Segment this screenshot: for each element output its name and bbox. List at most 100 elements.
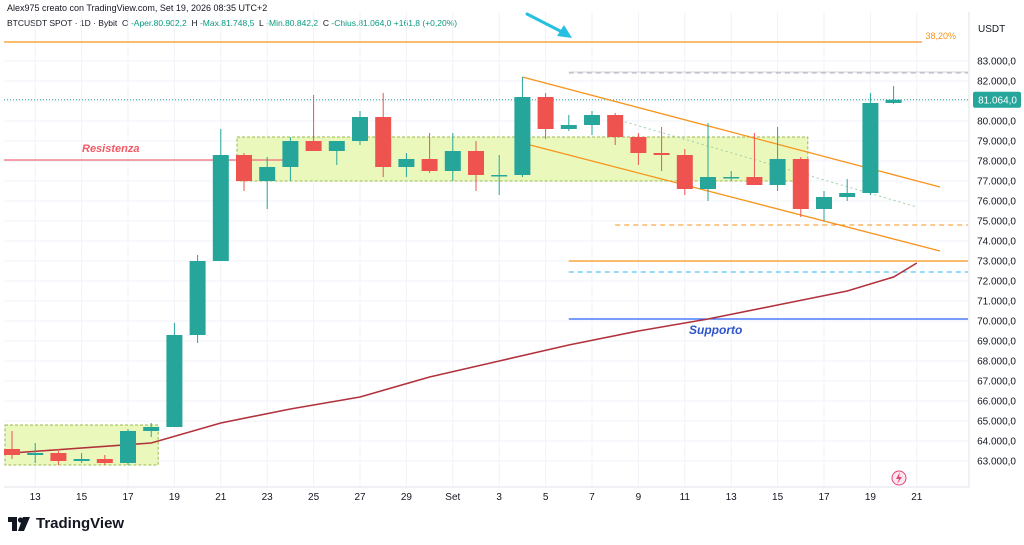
- candle: [839, 179, 856, 201]
- candle: [746, 133, 763, 185]
- last-price-label: 81.064,0: [978, 96, 1017, 107]
- candle-body: [607, 115, 624, 137]
- ohlc-legend: BTCUSDT SPOT · 1D · Bybit O -Aper.80.902…: [7, 18, 457, 28]
- candle-body: [792, 159, 809, 209]
- candle-body: [143, 427, 160, 431]
- candle-body: [50, 453, 67, 461]
- candle-body: [700, 177, 716, 189]
- candle-body: [885, 99, 902, 103]
- candle: [816, 191, 832, 221]
- candle-body: [746, 177, 763, 185]
- candle-body: [166, 335, 183, 427]
- candle-body: [514, 97, 531, 175]
- chart-grid: [4, 12, 968, 487]
- tradingview-logo-icon: [8, 516, 30, 531]
- candle-body: [305, 141, 322, 151]
- candle: [50, 449, 67, 465]
- time-axis: 13 15 17 19 21 23 25 27 29 Set 3 5 7 9 11 13 15 17 19 21: [4, 486, 969, 503]
- y-tick-label: 74.000,0: [977, 237, 1016, 248]
- candle-body: [769, 159, 786, 185]
- y-tick-label: 72.000,0: [977, 277, 1016, 288]
- y-tick-label: 78.000,0: [977, 157, 1016, 168]
- candle-body: [259, 167, 276, 181]
- cyan-arrow-line: [525, 12, 568, 36]
- currency-label: USDT: [978, 24, 1005, 35]
- candle: [120, 429, 136, 465]
- y-tick-label: 65.000,0: [977, 417, 1016, 428]
- high-label: H: [191, 18, 198, 28]
- price-axis: USDT83.000,082.000,081.000,080.000,079.0…: [968, 0, 1024, 513]
- candle: [282, 137, 299, 181]
- x-tick-label: 19: [865, 492, 877, 503]
- candle: [514, 77, 531, 177]
- x-tick-label: 21: [911, 492, 923, 503]
- cyan-arrow-head: [557, 25, 572, 38]
- candle-body: [120, 431, 136, 463]
- y-tick-label: 69.000,0: [977, 337, 1016, 348]
- open-value: -Aper.80.902,2: [130, 18, 187, 28]
- candle: [398, 153, 415, 177]
- candle: [560, 115, 577, 131]
- candle-body: [560, 125, 577, 129]
- x-tick-label: 17: [122, 492, 134, 503]
- high-value: -Max.81.748,5: [199, 18, 255, 28]
- x-tick-label: 3: [496, 492, 502, 503]
- candle-body: [816, 197, 832, 209]
- x-tick-label: 17: [818, 492, 830, 503]
- tradingview-brand[interactable]: TradingView: [8, 515, 124, 532]
- candle: [212, 129, 229, 261]
- candle-body: [537, 97, 554, 129]
- candle: [885, 86, 902, 105]
- y-tick-label: 79.000,0: [977, 137, 1016, 148]
- x-tick-label: 13: [726, 492, 738, 503]
- support-label: Supporto: [689, 323, 742, 337]
- x-tick-label: 5: [543, 492, 549, 503]
- low-value: -Min.80.842,2: [266, 18, 319, 28]
- x-tick-label: 21: [215, 492, 227, 503]
- candle: [792, 157, 809, 217]
- candle-body: [421, 159, 438, 171]
- candle-body: [212, 155, 229, 261]
- candle-body: [676, 155, 693, 189]
- close-value: -Chius.81.064,0: [331, 18, 392, 28]
- x-tick-label: 19: [169, 492, 181, 503]
- y-tick-label: 70.000,0: [977, 317, 1016, 328]
- candle-body: [398, 159, 415, 167]
- candle: [444, 133, 461, 181]
- candle: [421, 133, 438, 173]
- moving-average: [11, 262, 918, 454]
- candle: [96, 455, 113, 465]
- y-tick-label: 63.000,0: [977, 457, 1016, 468]
- y-tick-label: 66.000,0: [977, 397, 1016, 408]
- candle: [352, 111, 368, 145]
- candle: [769, 127, 786, 191]
- x-tick-label: 29: [401, 492, 413, 503]
- candle: [259, 157, 276, 209]
- y-tick-label: 80.000,0: [977, 117, 1016, 128]
- candle: [468, 141, 484, 191]
- annotations: Resistenza Supporto 38,20%: [82, 12, 956, 486]
- x-tick-label: 27: [354, 492, 366, 503]
- candle: [166, 323, 183, 427]
- candle: [375, 93, 392, 177]
- creator-caption: Alex975 creato con TradingView.com, Set …: [7, 3, 268, 13]
- x-tick-label: 23: [262, 492, 274, 503]
- candles: [4, 77, 902, 465]
- candle-body: [584, 115, 600, 125]
- y-tick-label: 67.000,0: [977, 377, 1016, 388]
- candle-body: [4, 449, 20, 455]
- low-label: L: [259, 18, 264, 28]
- candle-body: [630, 137, 647, 153]
- y-tick-label: 75.000,0: [977, 217, 1016, 228]
- candle-body: [73, 459, 90, 461]
- x-tick-label: 7: [589, 492, 595, 503]
- x-tick-label: 11: [680, 492, 691, 503]
- ema-line: [11, 262, 918, 454]
- candle: [723, 171, 740, 181]
- y-tick-label: 68.000,0: [977, 357, 1016, 368]
- candle-body: [491, 175, 508, 177]
- candle: [630, 133, 647, 165]
- candle: [328, 141, 345, 165]
- y-tick-label: 82.000,0: [977, 77, 1016, 88]
